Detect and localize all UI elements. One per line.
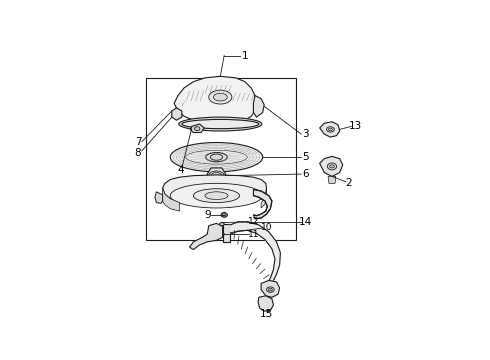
- Text: 11: 11: [247, 230, 259, 239]
- Ellipse shape: [221, 213, 227, 217]
- Polygon shape: [261, 188, 267, 208]
- Polygon shape: [163, 188, 179, 211]
- Polygon shape: [207, 168, 226, 183]
- Polygon shape: [190, 223, 222, 249]
- Ellipse shape: [205, 192, 228, 199]
- Text: 4: 4: [177, 165, 184, 175]
- Polygon shape: [328, 176, 336, 183]
- Polygon shape: [253, 95, 264, 117]
- Polygon shape: [172, 108, 182, 120]
- Text: 12: 12: [248, 217, 259, 226]
- Ellipse shape: [194, 189, 240, 203]
- Ellipse shape: [170, 143, 263, 172]
- Text: 7: 7: [135, 137, 141, 147]
- Text: 8: 8: [135, 148, 141, 158]
- Polygon shape: [319, 156, 343, 176]
- Polygon shape: [155, 192, 163, 203]
- Polygon shape: [253, 189, 272, 219]
- Text: 3: 3: [302, 129, 308, 139]
- Polygon shape: [190, 124, 204, 132]
- Text: 15: 15: [260, 309, 273, 319]
- Text: 6: 6: [302, 169, 309, 179]
- Ellipse shape: [179, 117, 262, 131]
- Ellipse shape: [182, 120, 259, 129]
- Polygon shape: [174, 76, 257, 124]
- Polygon shape: [222, 224, 230, 242]
- Ellipse shape: [222, 214, 226, 216]
- Bar: [146, 78, 296, 239]
- Text: 10: 10: [261, 223, 272, 232]
- Text: 13: 13: [348, 121, 362, 131]
- Ellipse shape: [220, 222, 224, 226]
- Polygon shape: [319, 122, 340, 137]
- Ellipse shape: [213, 93, 227, 101]
- Text: 1: 1: [242, 50, 248, 60]
- Polygon shape: [163, 175, 267, 206]
- Ellipse shape: [330, 165, 334, 168]
- Ellipse shape: [326, 127, 334, 132]
- Text: 2: 2: [345, 178, 352, 188]
- Ellipse shape: [210, 154, 222, 160]
- Text: 5: 5: [302, 152, 308, 162]
- Ellipse shape: [269, 288, 272, 291]
- Ellipse shape: [195, 127, 200, 131]
- Ellipse shape: [327, 163, 337, 170]
- Ellipse shape: [186, 150, 247, 164]
- Polygon shape: [258, 296, 273, 311]
- Text: 14: 14: [299, 217, 313, 227]
- Polygon shape: [230, 222, 280, 283]
- Ellipse shape: [209, 90, 232, 104]
- Ellipse shape: [267, 287, 274, 292]
- Ellipse shape: [328, 128, 332, 131]
- Ellipse shape: [211, 172, 222, 179]
- Ellipse shape: [206, 153, 227, 162]
- Polygon shape: [261, 280, 280, 297]
- Text: 9: 9: [204, 210, 211, 220]
- Ellipse shape: [220, 233, 224, 236]
- Ellipse shape: [170, 183, 263, 208]
